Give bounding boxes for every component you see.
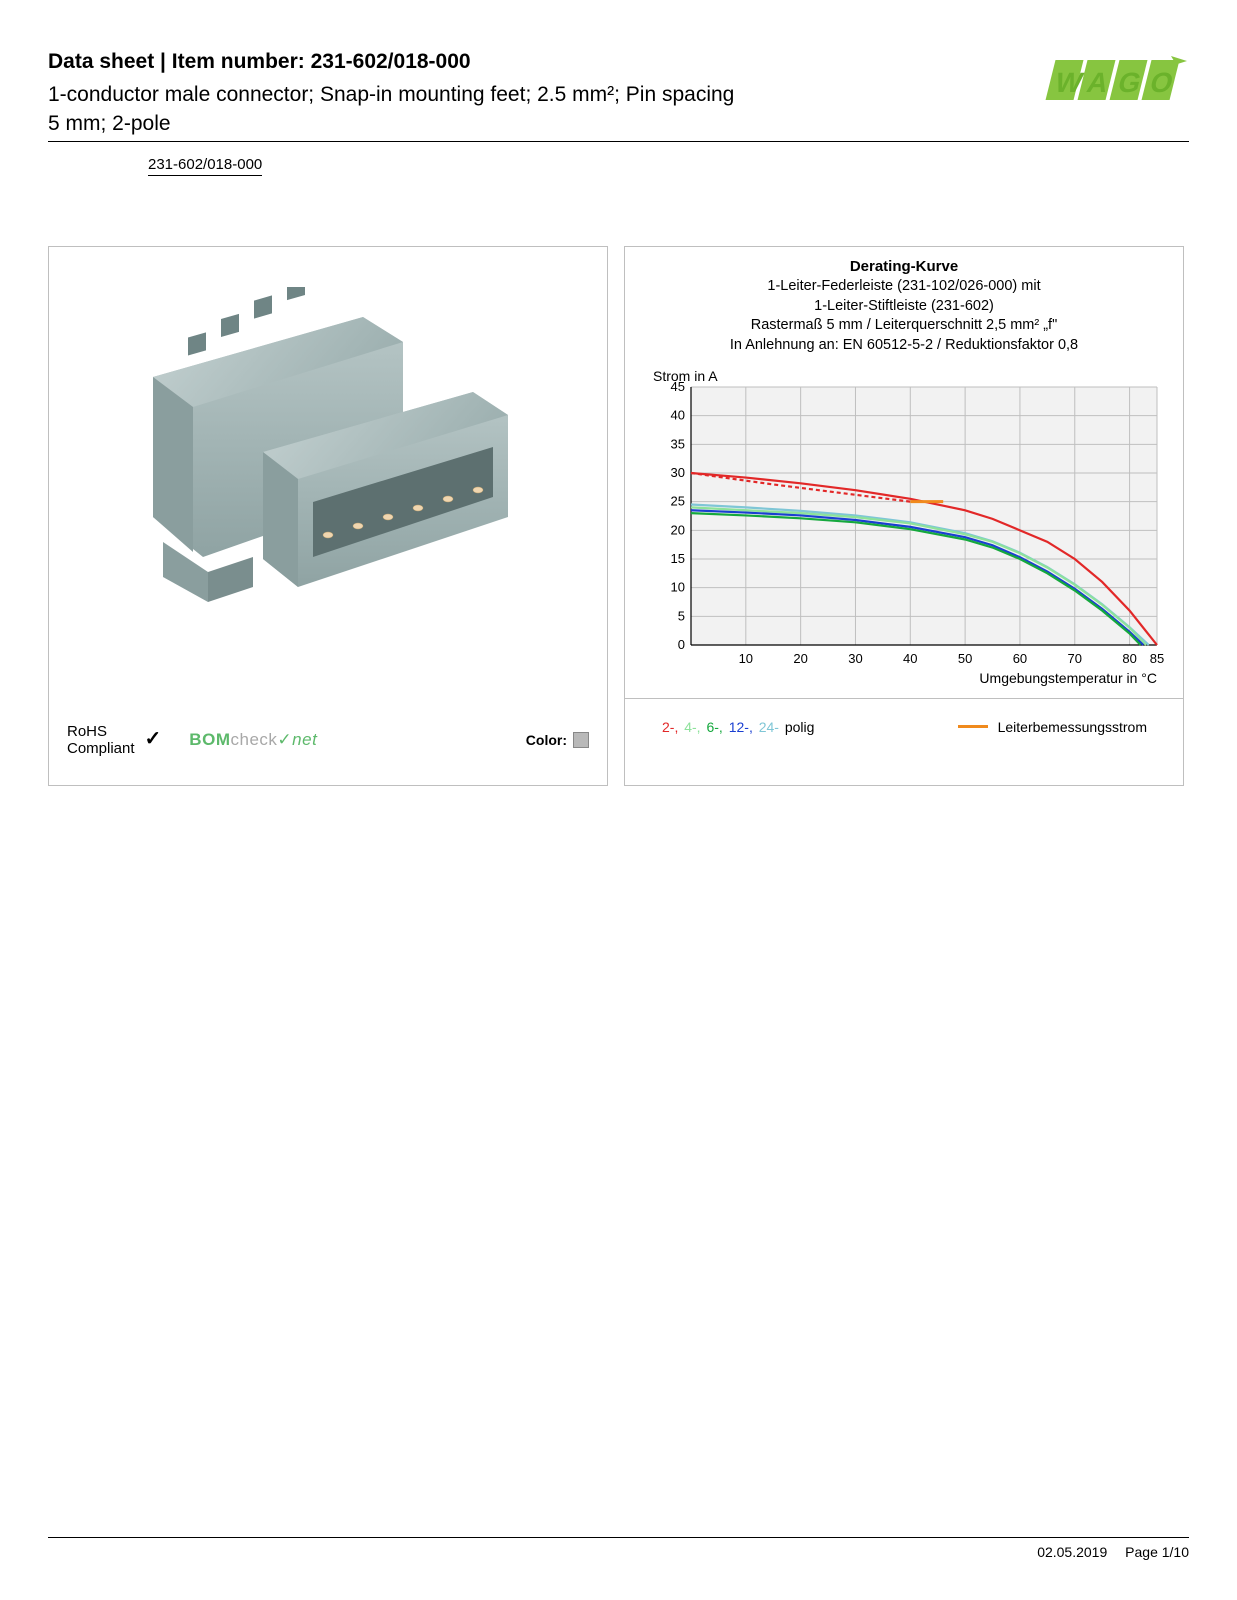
title-sep: | [154,50,172,73]
svg-text:50: 50 [958,651,972,666]
chart-sub4: In Anlehnung an: EN 60512-5-2 / Reduktio… [645,336,1163,356]
svg-text:30: 30 [671,465,685,480]
svg-text:85: 85 [1150,651,1164,666]
wago-logo: W A G O [1039,50,1189,111]
product-image [49,247,607,657]
rated-current-legend: Leiterbemessungsstrom [958,719,1147,735]
rated-label: Leiterbemessungsstrom [998,719,1147,735]
header-text-block: Data sheet | Item number: 231-602/018-00… [48,50,1039,139]
svg-text:10: 10 [739,651,753,666]
svg-text:20: 20 [671,523,685,538]
footer-page: Page 1/10 [1125,1544,1189,1560]
chart-plot: 051015202530354045102030405060708085Stro… [625,359,1183,698]
color-label: Color: [526,732,567,748]
chart-legend: 2-, 4-, 6-, 12-, 24- polig Leiterbemessu… [625,698,1183,754]
svg-text:5: 5 [678,609,685,624]
svg-text:0: 0 [678,637,685,652]
svg-text:60: 60 [1013,651,1027,666]
rohs-line1: RoHS [67,723,135,740]
chart-sub3: Rastermaß 5 mm / Leiterquerschnitt 2,5 m… [645,316,1163,336]
svg-text:25: 25 [671,494,685,509]
chart-sub2: 1-Leiter-Stiftleiste (231-602) [645,297,1163,317]
header-title: Data sheet | Item number: 231-602/018-00… [48,50,1039,74]
bomcheck-badge: BOMcheck✓net [189,730,317,750]
chart-sub1: 1-Leiter-Federleiste (231-102/026-000) m… [645,277,1163,297]
footer-date: 02.05.2019 [1037,1544,1107,1560]
chart-panel: Derating-Kurve 1-Leiter-Federleiste (231… [624,246,1184,786]
chart-header: Derating-Kurve 1-Leiter-Federleiste (231… [625,247,1183,360]
header: Data sheet | Item number: 231-602/018-00… [48,50,1189,142]
svg-text:15: 15 [671,551,685,566]
title-item: Item number: 231-602/018-000 [172,50,471,73]
footer: 02.05.2019 Page 1/10 [48,1537,1189,1560]
rohs-text: RoHS Compliant [67,723,135,758]
title-prefix: Data sheet [48,50,154,73]
rohs-line2: Compliant [67,740,135,757]
svg-text:Umgebungstemperatur in °C: Umgebungstemperatur in °C [979,670,1157,686]
part-number-link[interactable]: 231-602/018-000 [148,156,262,176]
chart-title: Derating-Kurve [645,257,1163,277]
product-panel: RoHS Compliant ✓ BOMcheck✓net Color: [48,246,608,786]
check-icon: ✓ [145,728,162,751]
polig-legend: 2-, 4-, 6-, 12-, 24- polig [661,719,815,735]
footer-divider [48,1537,1189,1538]
color-indicator: Color: [526,732,589,748]
svg-text:80: 80 [1122,651,1136,666]
badges-row: RoHS Compliant ✓ BOMcheck✓net Color: [49,695,607,785]
header-description: 1-conductor male connector; Snap-in moun… [48,80,748,139]
rohs-badge: RoHS Compliant ✓ [67,723,161,758]
rated-line-icon [958,725,988,728]
svg-text:40: 40 [903,651,917,666]
svg-text:35: 35 [671,437,685,452]
footer-text: 02.05.2019 Page 1/10 [48,1544,1189,1560]
svg-text:30: 30 [848,651,862,666]
svg-text:20: 20 [793,651,807,666]
svg-text:Strom in A: Strom in A [653,368,718,384]
color-swatch [573,732,589,748]
svg-text:10: 10 [671,580,685,595]
svg-text:40: 40 [671,408,685,423]
panels-row: RoHS Compliant ✓ BOMcheck✓net Color: Der… [48,246,1189,786]
svg-text:70: 70 [1068,651,1082,666]
